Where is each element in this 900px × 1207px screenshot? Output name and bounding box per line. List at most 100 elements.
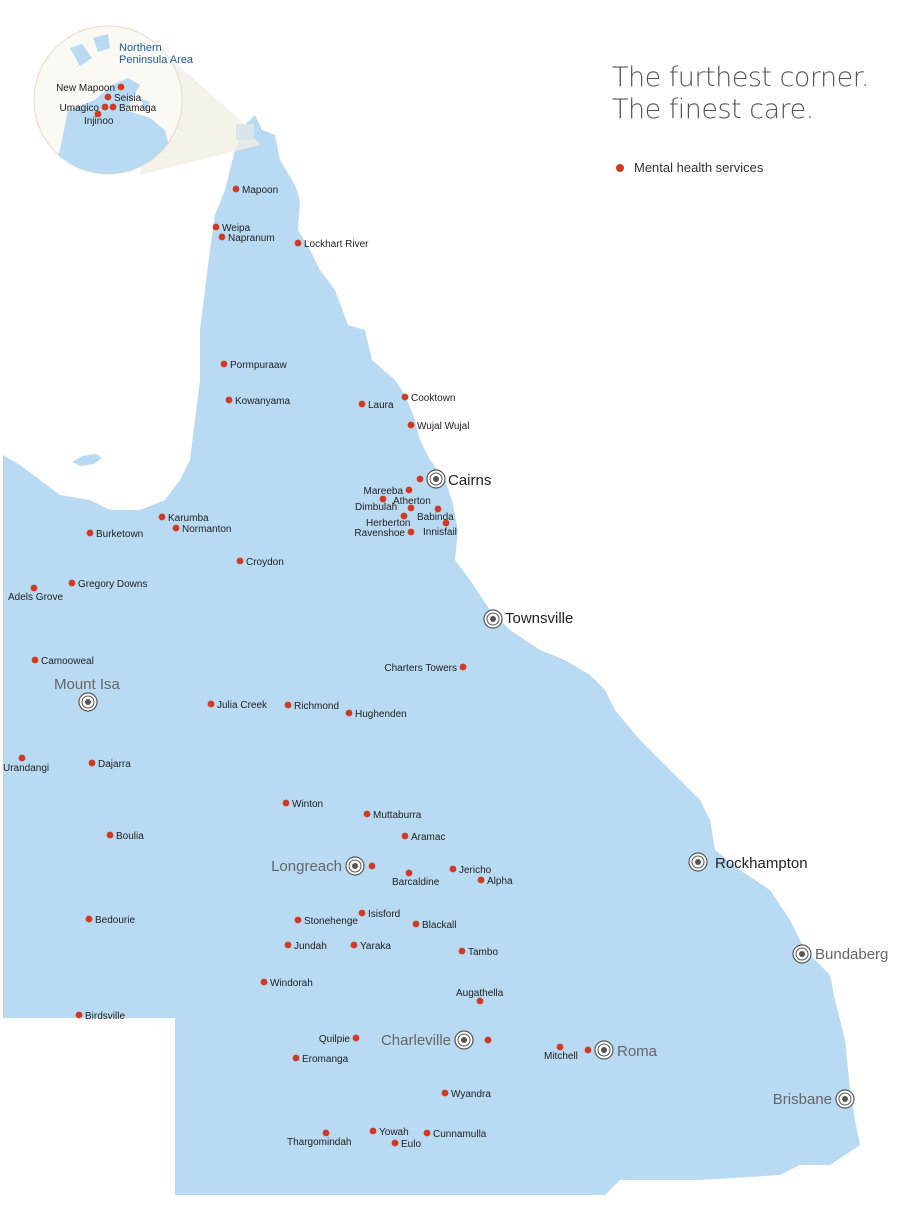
town-marker[interactable]: Yowah: [369, 1127, 409, 1138]
city-ring-icon: [81, 695, 95, 709]
town-marker[interactable]: New Mapoon: [56, 83, 125, 94]
town-marker[interactable]: Winton: [282, 799, 324, 810]
city-ring-icon: [429, 472, 443, 486]
city-marker[interactable]: Rockhampton: [688, 852, 808, 872]
town-marker[interactable]: Mareeba: [364, 486, 413, 497]
town-marker[interactable]: Muttaburra: [363, 810, 422, 821]
city-marker[interactable]: Longreach: [271, 856, 365, 876]
town-marker[interactable]: Tambo: [458, 947, 499, 958]
city-marker[interactable]: Brisbane: [773, 1089, 855, 1109]
service-marker-icon: [441, 1089, 449, 1097]
town-marker[interactable]: Lockhart River: [294, 239, 370, 250]
town-marker[interactable]: Gregory Downs: [68, 579, 148, 590]
city-ring-icon: [486, 612, 500, 626]
town-marker[interactable]: Blackall: [412, 920, 457, 931]
town-marker[interactable]: Isisford: [358, 909, 401, 920]
town-label: Yowah: [379, 1127, 409, 1138]
town-marker[interactable]: Mapoon: [232, 185, 279, 196]
town-marker[interactable]: Alpha: [477, 876, 513, 887]
town-label: Napranum: [228, 233, 275, 244]
town-marker[interactable]: Birdsville: [75, 1011, 126, 1022]
town-marker[interactable]: Yaraka: [350, 941, 392, 952]
town-marker[interactable]: Umagico: [60, 103, 109, 114]
town-marker[interactable]: Eulo: [391, 1139, 422, 1150]
town-marker[interactable]: Adels Grove: [8, 584, 63, 603]
town-marker[interactable]: Cooktown: [401, 393, 456, 404]
town-label: Windorah: [270, 978, 313, 989]
town-marker[interactable]: Burketown: [86, 529, 144, 540]
service-marker-icon: [401, 832, 409, 840]
town-marker[interactable]: Thargomindah: [287, 1129, 351, 1148]
service-marker-icon: [172, 524, 180, 532]
town-marker[interactable]: Jundah: [284, 941, 327, 952]
town-label: Cooktown: [411, 393, 455, 404]
city-label: Bundaberg: [815, 946, 888, 963]
town-label: Urandangi: [3, 763, 49, 774]
town-marker[interactable]: Quilpie: [319, 1034, 360, 1045]
city-dot-icon: [433, 476, 439, 482]
town-marker[interactable]: Injinoo: [84, 110, 114, 127]
town-marker[interactable]: Eromanga: [292, 1054, 349, 1065]
city-ring-icon: [597, 1043, 611, 1057]
town-label: Birdsville: [85, 1011, 125, 1022]
city-ring-icon: [457, 1033, 471, 1047]
city-label: Townsville: [505, 610, 573, 627]
town-marker[interactable]: Innisfail: [423, 519, 457, 538]
town-marker[interactable]: Wujal Wujal: [407, 421, 470, 432]
town-marker[interactable]: Normanton: [172, 524, 232, 535]
town-marker[interactable]: Karumba: [158, 513, 209, 524]
town-marker[interactable]: Charters Towers: [384, 663, 467, 674]
city-dot-icon: [85, 699, 91, 705]
town-marker[interactable]: Richmond: [284, 701, 339, 712]
town-marker[interactable]: Seisia: [104, 93, 142, 104]
town-marker[interactable]: Bamaga: [109, 103, 157, 114]
town-marker[interactable]: Dimbulah: [355, 495, 397, 513]
city-ring-icon: [795, 947, 809, 961]
city-label: Charleville: [381, 1032, 451, 1049]
town-marker[interactable]: Ravenshoe: [354, 528, 415, 539]
town-marker[interactable]: Stonehenge: [294, 916, 359, 927]
town-marker[interactable]: Babinda: [417, 505, 454, 523]
service-marker-icon: [405, 869, 413, 877]
city-ring-icon: [691, 855, 705, 869]
town-label: Wujal Wujal: [417, 421, 469, 432]
town-label: Aramac: [411, 832, 445, 843]
town-marker[interactable]: Camooweal: [31, 656, 94, 667]
town-marker[interactable]: Barcaldine: [392, 869, 440, 888]
town-marker[interactable]: Mitchell: [544, 1043, 578, 1062]
town-marker[interactable]: Dajarra: [88, 759, 132, 770]
city-marker[interactable]: Townsville: [483, 609, 573, 629]
town-marker[interactable]: Windorah: [260, 978, 313, 989]
town-marker[interactable]: Napranum: [218, 233, 275, 244]
city-marker[interactable]: Roma: [594, 1040, 658, 1060]
town-marker[interactable]: Kowanyama: [225, 396, 291, 407]
service-marker-icon: [294, 916, 302, 924]
town-label: Jericho: [459, 865, 492, 876]
city-marker[interactable]: Cairns: [426, 469, 491, 489]
town-marker[interactable]: Herberton: [366, 512, 410, 529]
city-marker[interactable]: Charleville: [381, 1030, 474, 1050]
town-marker[interactable]: Laura: [358, 400, 394, 411]
town-marker[interactable]: Wyandra: [441, 1089, 492, 1100]
service-marker-icon: [85, 915, 93, 923]
town-label: Eromanga: [302, 1054, 349, 1065]
map-legend: Mental health services: [616, 160, 763, 175]
town-marker[interactable]: Croydon: [236, 557, 284, 568]
service-marker-icon: [412, 920, 420, 928]
town-marker[interactable]: Atherton: [393, 496, 431, 512]
town-marker[interactable]: Aramac: [401, 832, 446, 843]
town-marker[interactable]: Weipa: [212, 223, 251, 234]
town-marker[interactable]: Boulia: [106, 831, 145, 842]
town-marker[interactable]: Urandangi: [3, 754, 49, 774]
town-marker[interactable]: Hughenden: [345, 709, 407, 720]
town-marker[interactable]: Jericho: [449, 865, 492, 876]
service-marker-icon: [416, 475, 424, 483]
town-marker[interactable]: Augathella: [456, 988, 504, 1005]
city-marker[interactable]: Mount Isa: [54, 676, 121, 712]
town-label: Augathella: [456, 988, 504, 999]
town-marker[interactable]: Pormpuraaw: [220, 360, 288, 371]
town-marker[interactable]: Julia Creek: [207, 700, 268, 711]
city-marker[interactable]: Bundaberg: [792, 944, 888, 964]
town-marker[interactable]: Bedourie: [85, 915, 136, 926]
town-marker[interactable]: Cunnamulla: [423, 1129, 487, 1140]
